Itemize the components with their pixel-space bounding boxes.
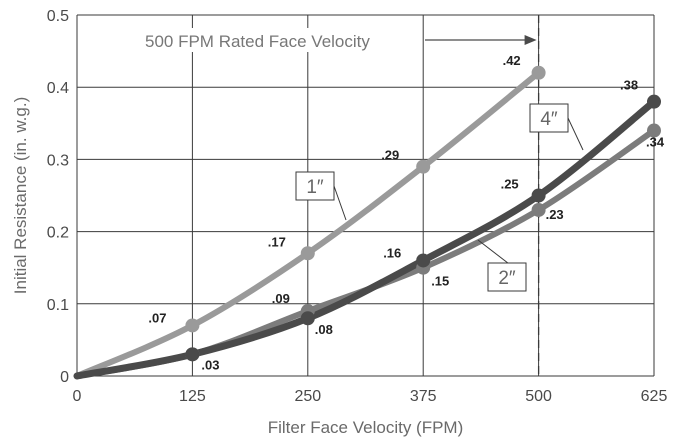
- y-tick-label: 0.1: [47, 297, 69, 314]
- curve-tag-leader: [333, 185, 347, 221]
- data-label: .07: [148, 310, 166, 325]
- x-tick-label: 625: [641, 388, 668, 405]
- y-tick-label: 0: [60, 369, 69, 386]
- y-axis-title: Initial Resistance (in. w.g.): [11, 97, 30, 294]
- curve-tag-box: [295, 171, 335, 201]
- data-label: .29: [381, 148, 399, 163]
- data-label: .42: [503, 53, 521, 68]
- y-tick-label: 0.4: [47, 80, 69, 97]
- data-label: .34: [646, 135, 665, 150]
- data-point: [416, 159, 431, 174]
- curve-tag-box: [529, 103, 569, 133]
- annotation-arrowhead: [524, 35, 537, 45]
- y-tick-label: 0.3: [47, 152, 69, 169]
- curve-tag-leader: [567, 117, 584, 151]
- data-point: [647, 94, 661, 109]
- y-tick-label: 0.2: [47, 225, 69, 242]
- x-tick-label: 125: [179, 388, 206, 405]
- curve-tag: 2″: [498, 268, 516, 289]
- curve-tag: 1″: [306, 177, 324, 198]
- annotation-bg: [140, 28, 422, 52]
- data-label: .17: [268, 234, 286, 249]
- series-line: [73, 98, 658, 380]
- data-point: [531, 188, 546, 203]
- y-tick-label: 0.5: [47, 8, 69, 25]
- data-label: .03: [201, 357, 219, 372]
- data-label: .15: [431, 274, 449, 289]
- data-point: [531, 202, 546, 217]
- data-label: .09: [272, 291, 290, 306]
- curve-tag: 4″: [540, 109, 558, 130]
- data-point: [300, 311, 315, 326]
- data-label: .23: [546, 207, 564, 222]
- x-tick-label: 500: [525, 388, 552, 405]
- data-point: [300, 246, 315, 261]
- data-label: .08: [315, 322, 333, 337]
- x-tick-label: 250: [294, 388, 321, 405]
- data-label: .25: [501, 177, 519, 192]
- x-axis-title: Filter Face Velocity (FPM): [268, 418, 464, 437]
- x-tick-label: 0: [73, 388, 82, 405]
- data-point: [185, 347, 200, 362]
- data-label: .16: [383, 245, 401, 260]
- data-point: [531, 65, 546, 80]
- curve-tag-box: [487, 262, 527, 292]
- data-point: [416, 253, 431, 268]
- data-point: [185, 318, 200, 333]
- data-label: .38: [620, 78, 638, 93]
- x-tick-label: 375: [410, 388, 437, 405]
- data-point: [647, 123, 661, 138]
- rated-velocity-annotation: 500 FPM Rated Face Velocity: [145, 32, 370, 51]
